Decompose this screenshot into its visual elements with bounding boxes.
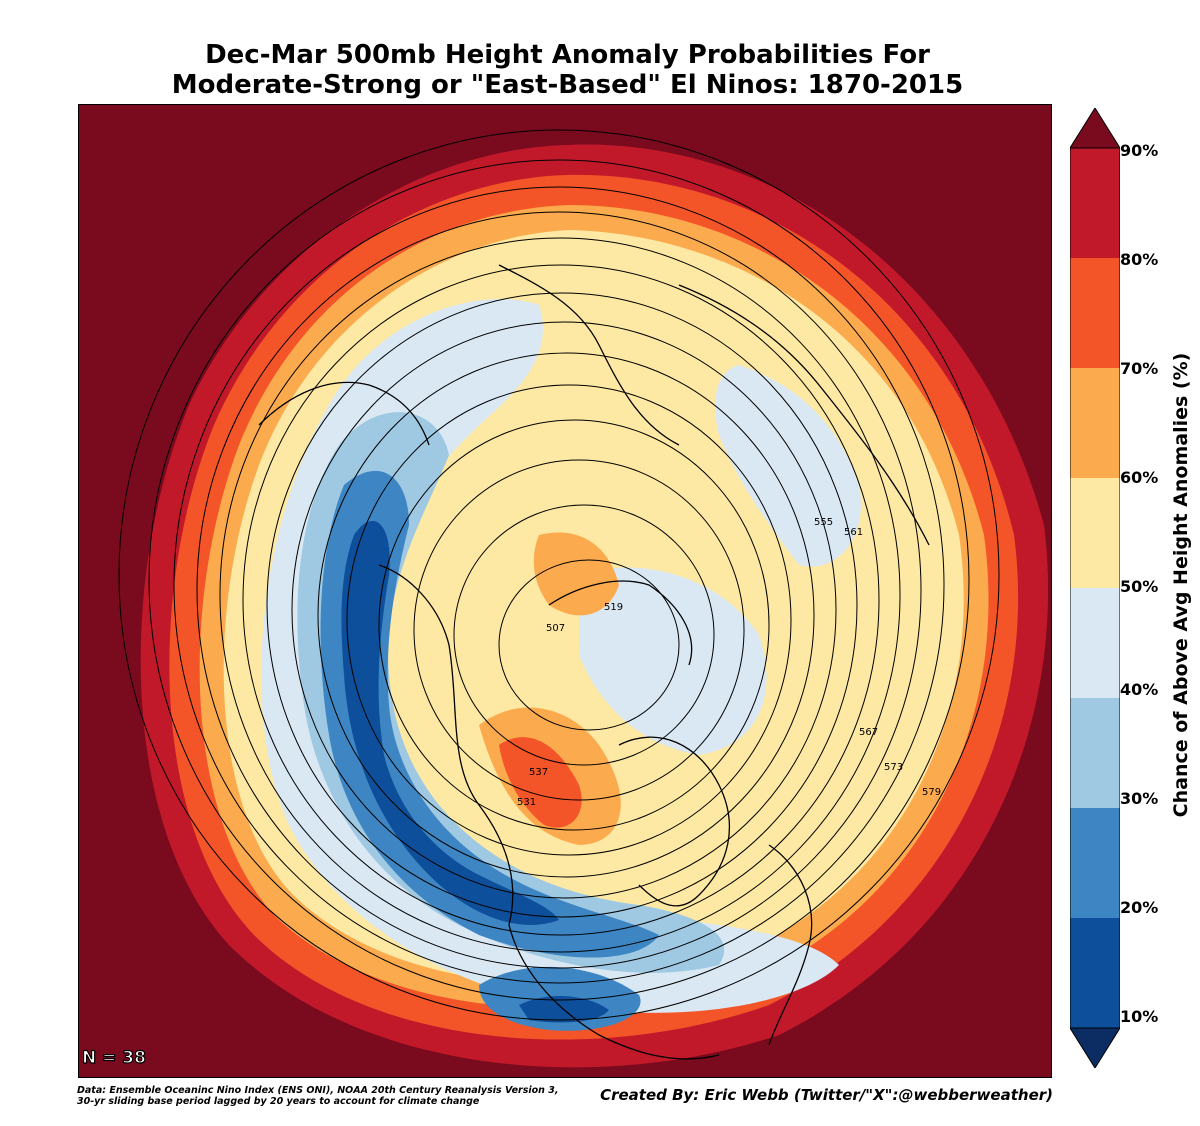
data-source-line2: 30-yr sliding base period lagged by 20 y… (77, 1096, 480, 1107)
contour-label-group: 507 519 531 537 555 561 567 573 579 (517, 517, 941, 808)
colorbar-label: Chance of Above Avg Height Anomalies (%) (1170, 352, 1192, 818)
colorbar-70-80 (1070, 258, 1120, 368)
contour-label-567: 567 (859, 727, 878, 738)
contour-label-555: 555 (814, 517, 833, 528)
data-source-line1: Data: Ensemble Oceaninc Nino Index (ENS … (77, 1085, 559, 1096)
contour-label-573: 573 (884, 762, 903, 773)
colorbar-tick-40: 40% (1120, 680, 1159, 699)
contour-label-579: 579 (922, 787, 941, 798)
colorbar-10-20 (1070, 918, 1120, 1028)
height-contours (118, 129, 1000, 1021)
colorbar-30-40 (1070, 698, 1120, 808)
chart-title-line2: Moderate-Strong or "East-Based" El Ninos… (171, 70, 964, 100)
colorbar-20-30 (1070, 808, 1120, 918)
coastlines (258, 264, 930, 1060)
created-by-credit: Created By: Eric Webb (Twitter/"X":@webb… (600, 1086, 1053, 1104)
colorbar-tick-70: 70% (1120, 359, 1159, 378)
band-60-70-arctic (533, 532, 619, 616)
colorbar-tick-50: 50% (1120, 577, 1159, 596)
band-70-80-canada (499, 737, 582, 828)
colorbar-50-60 (1070, 478, 1120, 588)
colorbar-over-triangle (1070, 108, 1120, 149)
colorbar-tick-10: 10% (1120, 1007, 1159, 1026)
colorbar-tick-90: 90% (1120, 141, 1159, 160)
colorbar-under-triangle (1070, 1027, 1120, 1068)
colorbar-80-90 (1070, 148, 1120, 258)
colorbar-tick-30: 30% (1120, 789, 1159, 808)
contour-label-537: 537 (529, 767, 548, 778)
colorbar-tick-20: 20% (1120, 898, 1159, 917)
colorbar (1070, 108, 1120, 1068)
contour-label-519: 519 (604, 602, 623, 613)
polar-map: 507 519 531 537 555 561 567 573 579 (78, 104, 1052, 1078)
colorbar-40-50 (1070, 588, 1120, 698)
chart-title-line1: Dec-Mar 500mb Height Anomaly Probabiliti… (205, 40, 930, 70)
colorbar-tick-60: 60% (1120, 468, 1159, 487)
contour-label-561: 561 (844, 527, 863, 538)
band-40-50-arctic (579, 567, 767, 755)
contour-label-531: 531 (517, 797, 536, 808)
colorbar-tick-80: 80% (1120, 250, 1159, 269)
colorbar-60-70 (1070, 368, 1120, 478)
probability-field: 507 519 531 537 555 561 567 573 579 (118, 129, 1049, 1068)
contour-label-507: 507 (546, 623, 565, 634)
sample-count-label: N = 38 (81, 1047, 146, 1068)
band-40-50-siberia (715, 365, 861, 567)
band-10-20 (341, 520, 559, 925)
